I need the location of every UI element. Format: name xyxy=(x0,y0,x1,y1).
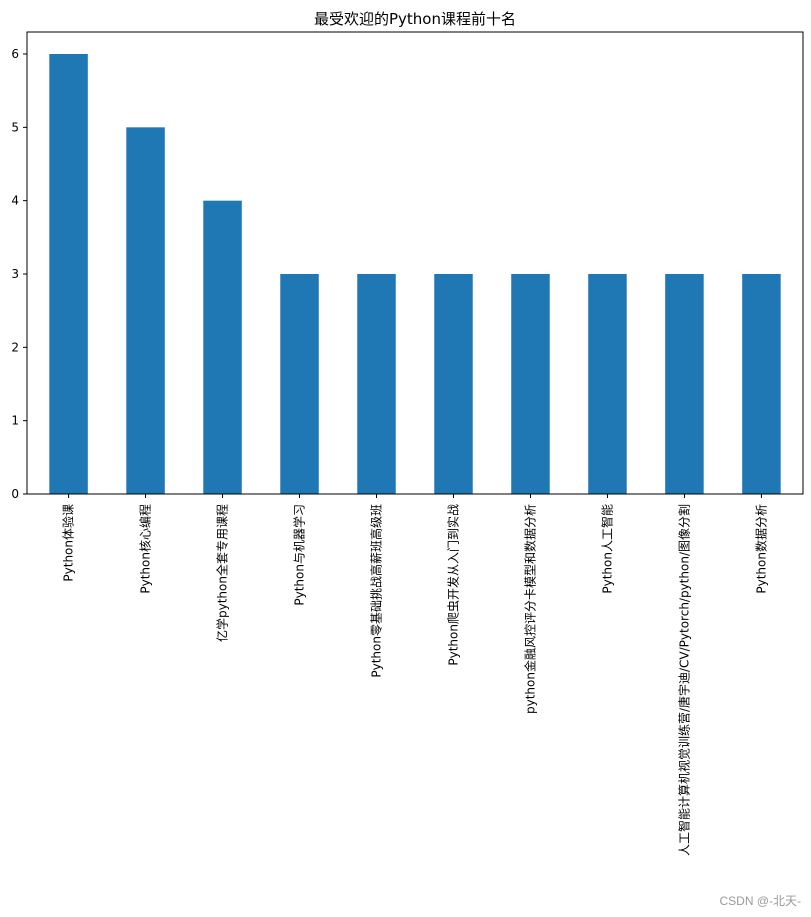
watermark: CSDN @-北天- xyxy=(719,894,801,908)
y-tick-label: 5 xyxy=(11,120,19,134)
y-tick-label: 6 xyxy=(11,47,19,61)
bar xyxy=(742,274,781,494)
x-tick-label: Python数据分析 xyxy=(753,504,768,594)
x-tick-label: Python与机器学习 xyxy=(292,504,307,606)
x-tick-label: Python核心编程 xyxy=(138,504,153,594)
bar xyxy=(280,274,319,494)
plot-frame xyxy=(26,31,804,495)
y-tick-label: 3 xyxy=(11,267,19,281)
x-tick-label: Python人工智能 xyxy=(599,504,614,594)
y-tick-label: 4 xyxy=(11,194,19,208)
bar xyxy=(49,54,88,494)
x-tick-label: python金融风控评分卡模型和数据分析 xyxy=(522,504,537,714)
bar xyxy=(203,200,242,494)
bar xyxy=(665,274,704,494)
chart-title: 最受欢迎的Python课程前十名 xyxy=(314,10,516,28)
x-tick-label: 亿学python全套专用课程 xyxy=(215,504,230,642)
bar xyxy=(588,274,627,494)
x-tick-label: Python体验课 xyxy=(61,504,76,582)
y-tick-label: 2 xyxy=(11,340,19,354)
x-tick-label: Python爬虫开发从入门到实战 xyxy=(445,504,460,666)
bar xyxy=(434,274,473,494)
y-tick-label: 0 xyxy=(11,487,19,501)
bar xyxy=(357,274,396,494)
x-tick-label: Python零基础挑战高薪班高级班 xyxy=(369,504,384,678)
bar xyxy=(126,127,165,494)
x-tick-label: 人工智能计算机视觉训练营/唐宇迪/CV/Pytorch/python/图像分割 xyxy=(676,504,691,856)
y-tick-label: 1 xyxy=(11,414,19,428)
bar xyxy=(511,274,550,494)
